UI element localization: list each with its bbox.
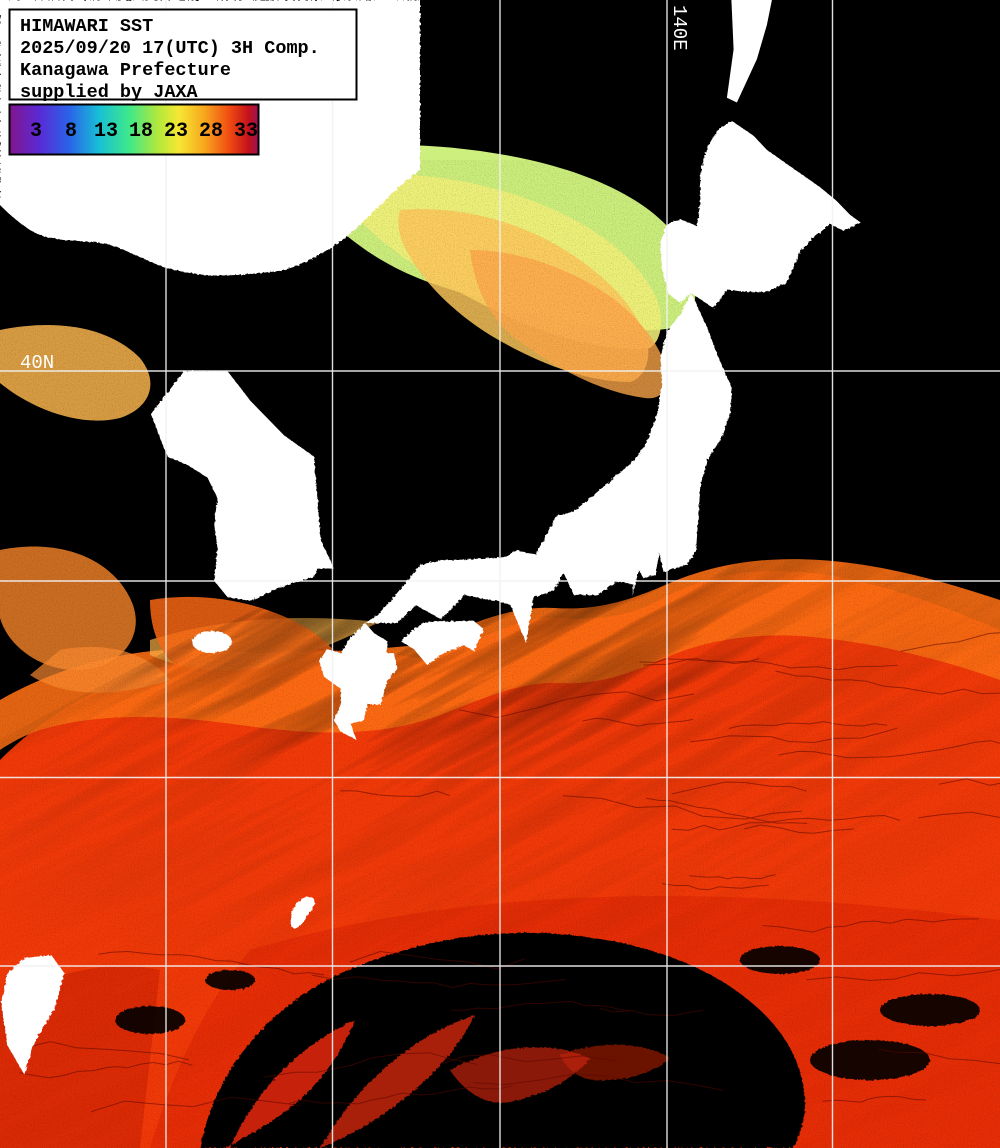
svg-text:18: 18 [129, 120, 153, 143]
svg-text:28: 28 [199, 120, 223, 143]
svg-text:40N: 40N [20, 352, 54, 374]
svg-text:23: 23 [164, 120, 188, 143]
svg-text:HIMAWARI SST: HIMAWARI SST [20, 16, 153, 37]
svg-text:140E: 140E [668, 5, 690, 51]
svg-text:33: 33 [234, 120, 258, 143]
svg-text:8: 8 [65, 120, 77, 143]
svg-text:Kanagawa Prefecture: Kanagawa Prefecture [20, 60, 231, 81]
svg-text:3: 3 [30, 120, 42, 143]
svg-text:supplied by JAXA: supplied by JAXA [20, 82, 199, 103]
svg-text:13: 13 [94, 120, 118, 143]
svg-text:2025/09/20 17(UTC) 3H Comp.: 2025/09/20 17(UTC) 3H Comp. [20, 38, 320, 59]
